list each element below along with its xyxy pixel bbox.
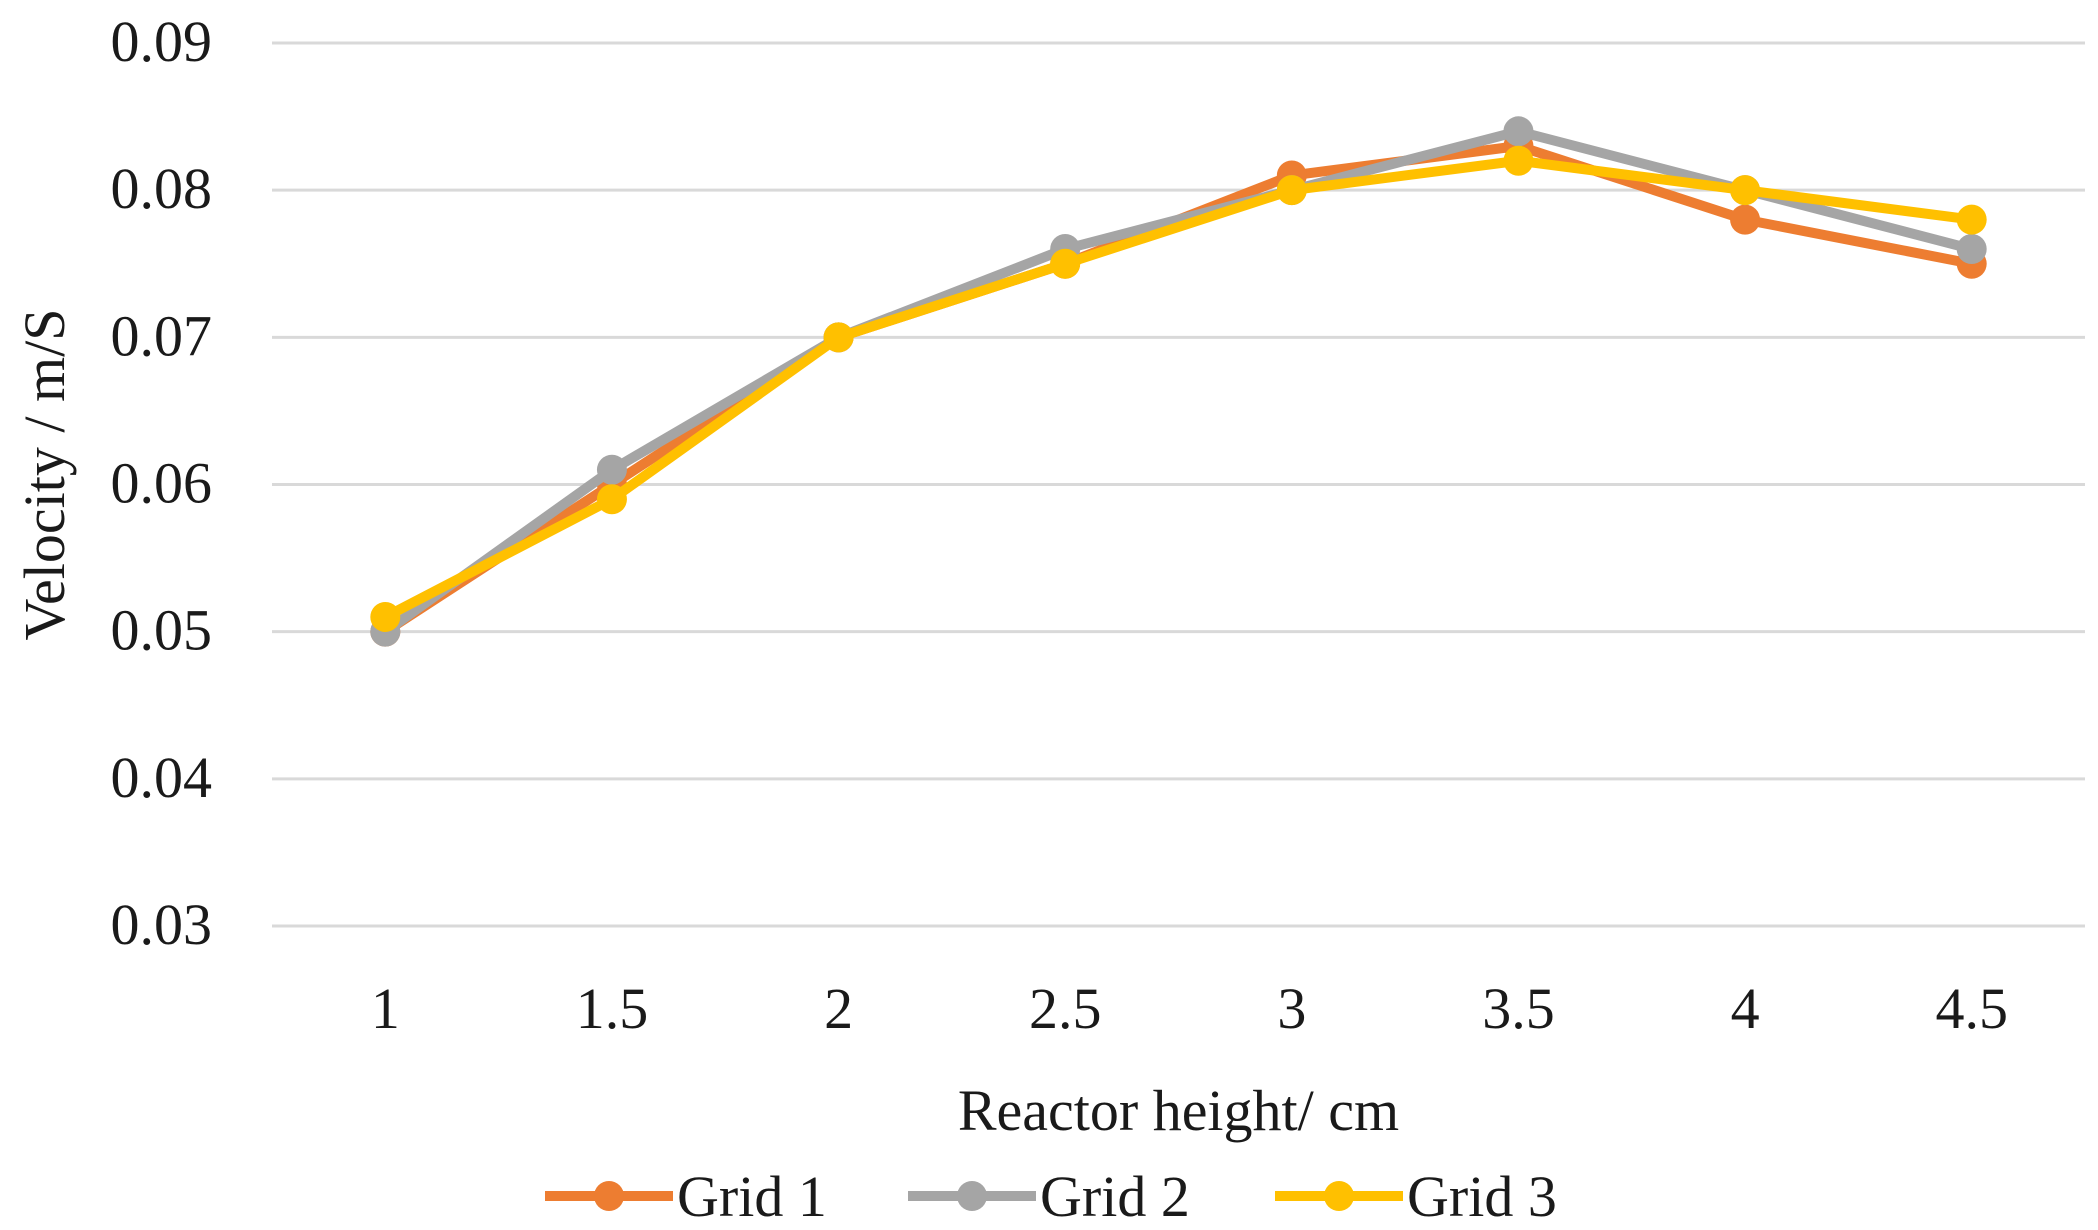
legend-label: Grid 2: [1040, 1164, 1190, 1229]
legend: Grid 1 Grid 2 Grid 3: [545, 1164, 1557, 1229]
series-line: [380, 155, 1977, 622]
x-tick-label: 1: [371, 976, 400, 1041]
x-tick-label: 3.5: [1482, 976, 1555, 1041]
x-tick-label: 1.5: [576, 976, 649, 1041]
series-grid-3: [370, 145, 1987, 632]
data-point: [370, 601, 401, 632]
legend-item: Grid 2: [908, 1164, 1190, 1229]
x-tick-label: 2.5: [1029, 976, 1102, 1041]
legend-label: Grid 1: [677, 1164, 827, 1229]
x-tick-label: 2: [824, 976, 853, 1041]
y-axis-title: Velocity / m/S: [12, 309, 77, 641]
data-point: [1503, 145, 1534, 176]
x-tick-label: 4.5: [1935, 976, 2008, 1041]
y-tick-label: 0.05: [111, 598, 213, 663]
data-point: [1956, 234, 1987, 265]
data-point: [596, 484, 627, 515]
y-tick-label: 0.04: [111, 745, 213, 810]
y-tick-label: 0.03: [111, 892, 213, 957]
legend-item: Grid 3: [1275, 1164, 1557, 1229]
data-point: [1730, 175, 1761, 206]
legend-marker: [1324, 1181, 1354, 1211]
data-point: [823, 322, 854, 353]
x-tick-label: 3: [1277, 976, 1306, 1041]
legend-item: Grid 1: [545, 1164, 827, 1229]
data-point: [596, 454, 627, 485]
y-tick-label: 0.09: [111, 9, 213, 74]
series-lines: [370, 116, 1987, 647]
y-tick-label: 0.08: [111, 156, 213, 221]
data-point: [1730, 204, 1761, 235]
x-axis-title: Reactor height/ cm: [958, 1078, 1399, 1143]
gridlines: [272, 41, 2085, 928]
series-line: [380, 126, 1977, 637]
data-point: [1503, 116, 1534, 147]
x-tick-label: 4: [1731, 976, 1760, 1041]
series-grid-1: [370, 131, 1987, 647]
data-point: [1276, 175, 1307, 206]
data-point: [1956, 204, 1987, 235]
legend-marker: [594, 1181, 624, 1211]
y-tick-label: 0.07: [111, 303, 213, 368]
y-axis-ticks: 0.09 0.08 0.07 0.06 0.05 0.04 0.03: [111, 9, 213, 957]
data-point: [1050, 248, 1081, 279]
y-tick-label: 0.06: [111, 451, 213, 516]
legend-label: Grid 3: [1407, 1164, 1557, 1229]
x-axis-ticks: 1 1.5 2 2.5 3 3.5 4 4.5: [371, 976, 2008, 1041]
legend-marker: [957, 1181, 987, 1211]
